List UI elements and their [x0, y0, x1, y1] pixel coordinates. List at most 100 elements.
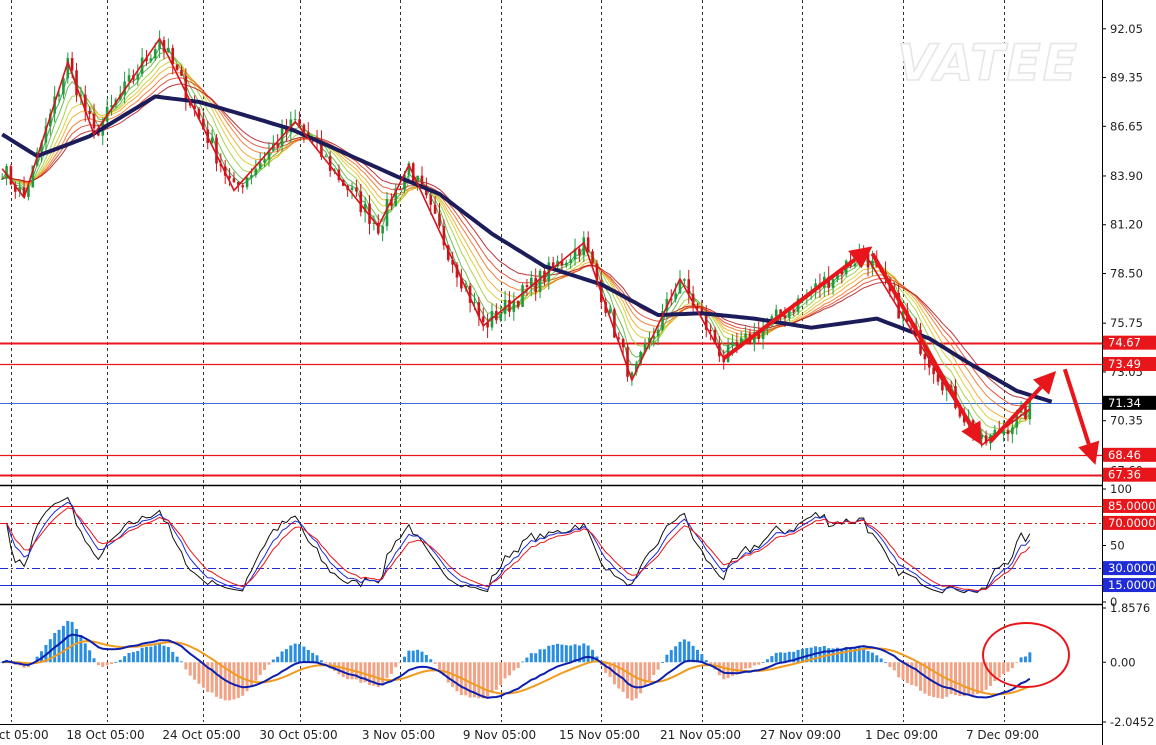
candle-body — [66, 58, 70, 79]
highlight-circle — [982, 622, 1070, 688]
candle-body — [962, 416, 966, 423]
macd-hist-bar — [123, 656, 127, 663]
watermark-text: VATEE — [897, 34, 1079, 92]
macd-hist-bar — [144, 646, 148, 663]
macd-hist-bar — [324, 662, 328, 664]
macd-hist-bar — [184, 662, 188, 670]
rsi-fast-line — [6, 496, 1031, 594]
date-label: 9 Nov 05:00 — [463, 728, 536, 742]
candle-body — [1011, 427, 1014, 435]
macd-hist-bar — [302, 646, 306, 663]
candle-body — [324, 156, 328, 158]
candle-body — [516, 300, 520, 307]
candle-body — [530, 277, 533, 288]
highlight-ellipse — [982, 622, 1070, 688]
macd-hist-bar — [980, 662, 984, 692]
candle-body — [761, 328, 765, 339]
candle-body — [394, 188, 398, 206]
candle-body — [739, 337, 743, 346]
macd-hist-bar — [722, 662, 726, 680]
macd-hist-bar — [787, 651, 791, 663]
macd-hist-bar — [503, 662, 507, 679]
macd-hist-bar — [940, 662, 944, 699]
candle-body — [433, 204, 437, 214]
macd-hist-bar — [219, 662, 223, 699]
macd-hist-bar — [1023, 656, 1027, 663]
candle-body — [582, 237, 586, 256]
macd-hist-bar — [280, 651, 284, 663]
candle-body — [460, 277, 463, 289]
ribbon-line — [1, 47, 1031, 440]
macd-hist-bar — [162, 645, 166, 663]
macd-hist-bar — [468, 662, 472, 698]
macd-hist-bar — [494, 662, 498, 690]
macd-hist-bar — [70, 621, 74, 663]
macd-hist-bar — [1006, 662, 1010, 672]
macd-hist-bar — [1019, 657, 1023, 663]
candle-body — [652, 335, 656, 339]
macd-hist-bar — [761, 661, 765, 663]
macd-hist-bar — [630, 662, 634, 701]
macd-hist-bar — [486, 662, 490, 698]
candle-body — [669, 298, 673, 300]
time-axis: 12 Oct 05:00 18 Oct 05:00 24 Oct 05:00 30 O… — [0, 728, 1039, 742]
candle-body — [158, 40, 161, 50]
macd-hist-bar — [993, 662, 997, 682]
rsi-tick-label: 50 — [1110, 539, 1125, 553]
candle-body — [578, 248, 581, 256]
macd-hist-bar — [507, 662, 511, 676]
ribbon-line — [2, 83, 1030, 400]
candle-body — [608, 309, 612, 313]
macd-hist-bar — [420, 651, 424, 663]
macd-hist-bar — [897, 662, 901, 678]
macd-hist-bar — [201, 662, 205, 688]
macd-hist-bar — [765, 659, 769, 663]
candle-body — [586, 237, 590, 252]
macd-hist-bar — [346, 662, 350, 680]
ribbon-line — [1, 50, 1031, 435]
candle-body — [0, 178, 4, 180]
macd-hist-bar — [398, 662, 402, 664]
macd-hist-bar — [892, 662, 896, 671]
rsi-tick-label: 100 — [1110, 482, 1132, 496]
macd-hist-bar — [245, 662, 249, 692]
macd-hist-bar — [337, 662, 341, 675]
rsi-level-tag-label: 30.0000 — [1108, 561, 1156, 575]
macd-hist-bar — [118, 659, 122, 663]
macd-hist-bar — [634, 662, 638, 699]
candle-body — [429, 195, 433, 205]
macd-hist-bar — [910, 662, 914, 686]
level-tag-label: 73.49 — [1108, 357, 1141, 371]
candle-body — [573, 248, 577, 260]
candle-body — [704, 313, 708, 330]
macd-tick-label: 1.8576 — [1110, 601, 1150, 615]
macd-hist-bar — [914, 662, 918, 687]
macd-hist-bar — [284, 649, 288, 663]
candle-body — [621, 338, 625, 348]
candle-body — [1006, 430, 1010, 435]
candle-body — [871, 260, 874, 268]
macd-hist-bar — [521, 661, 525, 663]
level-tag-bg — [1103, 335, 1156, 350]
candle-body — [731, 341, 734, 346]
candle-body — [512, 300, 516, 312]
macd-hist-bar — [516, 662, 520, 668]
macd-hist-bar — [197, 662, 201, 684]
arrow-head — [848, 246, 873, 269]
candle-body — [634, 363, 638, 373]
candle-body — [753, 332, 756, 345]
zigzag — [1, 37, 1031, 447]
candle-body — [9, 166, 13, 185]
candle-body — [853, 263, 857, 266]
candle-body — [5, 166, 8, 179]
candle-body — [416, 175, 419, 182]
date-label: 18 Oct 05:00 — [66, 728, 144, 742]
macd-hist-bar — [236, 662, 240, 698]
macd-hist-bar — [437, 662, 441, 670]
macd-hist-bar — [582, 643, 586, 663]
price-tick-label: 81.20 — [1110, 218, 1143, 232]
macd-hist-bar — [962, 662, 966, 697]
level-tag-bg — [1103, 447, 1156, 462]
macd-hist-bar — [249, 662, 253, 687]
macd-hist-bar — [258, 662, 262, 676]
